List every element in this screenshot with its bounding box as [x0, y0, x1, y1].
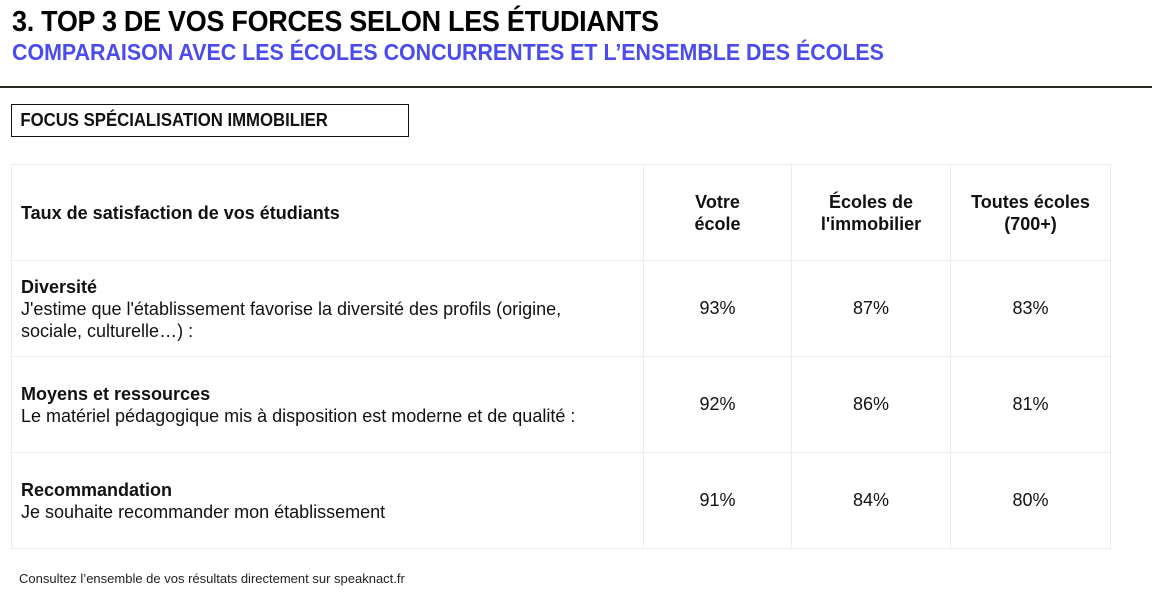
value-toutes-ecoles: 80%: [950, 452, 1111, 549]
page-subtitle: COMPARAISON AVEC LES ÉCOLES CONCURRENTES…: [12, 39, 884, 65]
row-label: Moyens et ressources Le matériel pédagogi…: [11, 356, 644, 453]
row-title: Diversité: [21, 276, 98, 297]
footer-note: Consultez l’ensemble de vos résultats di…: [19, 571, 405, 586]
row-title: Moyens et ressources: [21, 383, 211, 404]
focus-label: FOCUS SPÉCIALISATION IMMOBILIER: [20, 110, 328, 130]
page-title: 3. TOP 3 DE VOS FORCES SELON LES ÉTUDIAN…: [12, 6, 659, 38]
value-votre-ecole: 92%: [643, 356, 792, 453]
table-row: Diversité J'estime que l'établissement fa…: [11, 260, 1111, 357]
row-question: Je souhaite recommander mon établissemen…: [21, 501, 386, 522]
header-toutes-ecoles: Toutes écoles (700+): [950, 164, 1111, 261]
row-label: Diversité J'estime que l'établissement fa…: [11, 260, 644, 357]
row-question: J'estime que l'établissement favorise la…: [21, 298, 562, 341]
table-row: Recommandation Je souhaite recommander mo…: [11, 452, 1111, 549]
table-header-row: Taux de satisfaction de vos étudiants Vo…: [11, 164, 1111, 261]
focus-label-box: FOCUS SPÉCIALISATION IMMOBILIER: [11, 104, 409, 137]
row-title: Recommandation: [21, 479, 173, 500]
value-ecoles-immobilier: 84%: [791, 452, 951, 549]
header-votre-ecole: Votre école: [643, 164, 792, 261]
value-toutes-ecoles: 81%: [950, 356, 1111, 453]
value-ecoles-immobilier: 87%: [791, 260, 951, 357]
value-toutes-ecoles: 83%: [950, 260, 1111, 357]
row-label: Recommandation Je souhaite recommander mo…: [11, 452, 644, 549]
satisfaction-table: Taux de satisfaction de vos étudiants Vo…: [11, 164, 1111, 549]
value-votre-ecole: 93%: [643, 260, 792, 357]
header-criteria: Taux de satisfaction de vos étudiants: [11, 164, 644, 261]
header-ecoles-immobilier: Écoles de l'immobilier: [791, 164, 951, 261]
divider: [0, 86, 1152, 88]
value-ecoles-immobilier: 86%: [791, 356, 951, 453]
table-row: Moyens et ressources Le matériel pédagogi…: [11, 356, 1111, 453]
row-question: Le matériel pédagogique mis à dispositio…: [21, 405, 576, 426]
value-votre-ecole: 91%: [643, 452, 792, 549]
